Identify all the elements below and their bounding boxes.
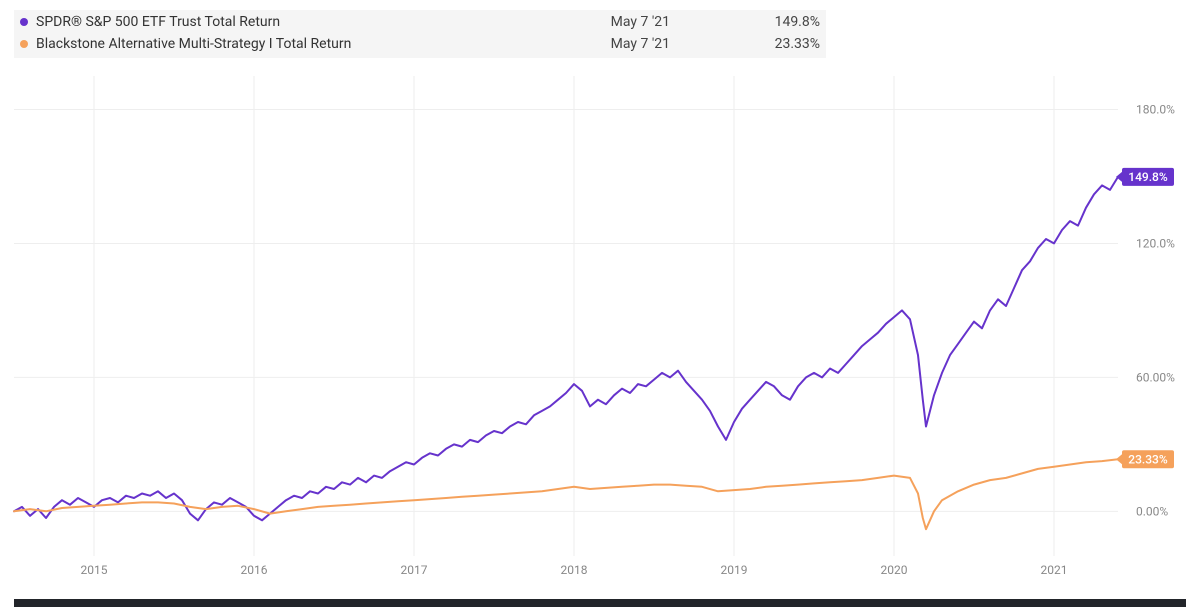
legend-date: May 7 '21 bbox=[470, 36, 670, 52]
x-axis-label: 2021 bbox=[1041, 563, 1068, 577]
y-axis-label: 0.00% bbox=[1136, 504, 1168, 518]
legend-date: May 7 '21 bbox=[470, 14, 670, 30]
legend-color-dot bbox=[20, 40, 28, 48]
x-axis-label: 2017 bbox=[401, 563, 428, 577]
legend-panel: SPDR® S&P 500 ETF Trust Total Return May … bbox=[14, 10, 826, 58]
end-label: 149.8% bbox=[1128, 170, 1168, 184]
legend-series-name[interactable]: Blackstone Alternative Multi-Strategy I … bbox=[20, 36, 470, 52]
legend-label: SPDR® S&P 500 ETF Trust Total Return bbox=[36, 14, 280, 30]
y-axis-label: 60.00% bbox=[1136, 370, 1175, 384]
series-line-bxmix bbox=[14, 459, 1118, 529]
x-axis-label: 2019 bbox=[721, 563, 748, 577]
series-line-spy bbox=[14, 177, 1118, 520]
x-axis-label: 2020 bbox=[881, 563, 908, 577]
x-axis-label: 2018 bbox=[561, 563, 588, 577]
legend-value: 23.33% bbox=[670, 36, 820, 52]
legend-series-name[interactable]: SPDR® S&P 500 ETF Trust Total Return bbox=[20, 14, 470, 30]
x-axis-label: 2015 bbox=[81, 563, 108, 577]
chart-area: 0.00% 60.00% 120.0% 180.0% 2015 2016 2017 2018 2… bbox=[0, 66, 1200, 596]
legend-label: Blackstone Alternative Multi-Strategy I … bbox=[36, 36, 351, 52]
legend-color-dot bbox=[20, 18, 28, 26]
y-axis-label: 120.0% bbox=[1136, 236, 1175, 250]
legend-value: 149.8% bbox=[670, 14, 820, 30]
end-label-pointer bbox=[1116, 454, 1122, 464]
end-label: 23.33% bbox=[1128, 452, 1168, 466]
y-axis-label: 180.0% bbox=[1136, 102, 1175, 116]
line-chart: 0.00% 60.00% 120.0% 180.0% 2015 2016 2017 2018 2… bbox=[0, 66, 1200, 596]
timeline-bar bbox=[14, 599, 1186, 607]
x-axis-label: 2016 bbox=[241, 563, 268, 577]
